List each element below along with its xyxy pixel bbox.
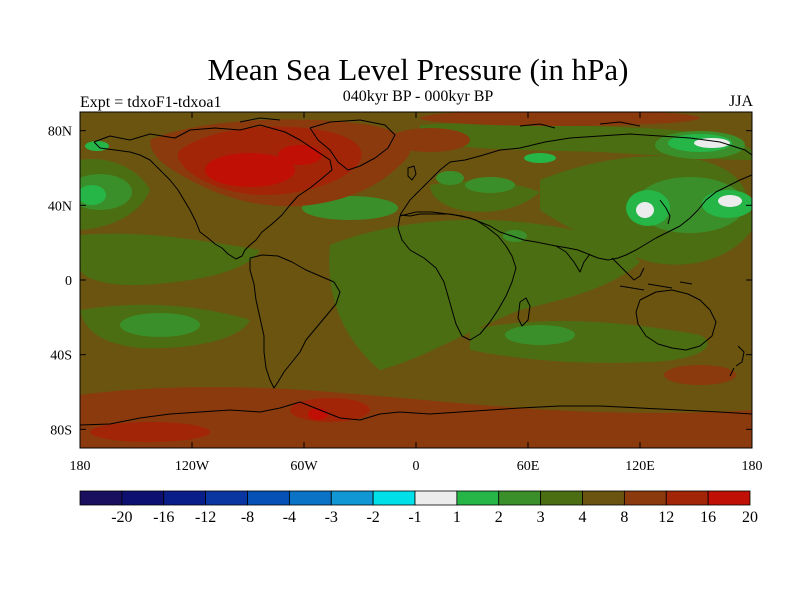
lat-tick-label: 80N bbox=[48, 125, 72, 140]
colorbar-swatch bbox=[665, 490, 709, 506]
colorbar-swatch bbox=[498, 490, 542, 506]
arctic-islands-coast bbox=[239, 117, 641, 129]
colorbar-swatch bbox=[121, 490, 165, 506]
antarctica-coast bbox=[80, 401, 752, 426]
colorbar-swatch bbox=[540, 490, 583, 506]
colorbar-swatch bbox=[288, 490, 332, 506]
colorbar-label: 16 bbox=[700, 509, 716, 526]
colorbar-label: -20 bbox=[111, 509, 132, 526]
antarctic-west-12 bbox=[90, 422, 210, 442]
experiment-label: Expt = tdxoF1-tdxoa1 bbox=[80, 94, 222, 111]
colorbar-swatch bbox=[163, 490, 207, 506]
lat-tick-label: 0 bbox=[65, 274, 72, 289]
japan-coast bbox=[659, 199, 671, 225]
colorbar-label: 3 bbox=[537, 509, 545, 526]
colorbar-swatch bbox=[205, 490, 248, 506]
new-zealand-coast bbox=[729, 345, 745, 377]
north-america-high-16b bbox=[278, 145, 322, 165]
colorbar-label: -4 bbox=[283, 509, 296, 526]
axis-ticks: 80N 40N 0 40S 80S 180 120W 60W 0 60E 120E 180 bbox=[48, 112, 763, 474]
colorbar-swatch bbox=[372, 490, 416, 506]
north-america-high-16 bbox=[205, 153, 295, 187]
lon-tick-label: 120W bbox=[175, 459, 210, 474]
colorbar-swatch bbox=[582, 490, 625, 506]
colorbar-label: 1 bbox=[453, 509, 461, 526]
colorbar-label: -2 bbox=[366, 509, 379, 526]
antarctic-sector-12 bbox=[290, 398, 370, 422]
lon-tick-label: 0 bbox=[413, 459, 420, 474]
europe-3 bbox=[465, 177, 515, 193]
madagascar-coast bbox=[517, 297, 531, 327]
antarctic-sector-16 bbox=[308, 408, 328, 420]
colorbar-swatch bbox=[330, 490, 374, 506]
south-pacific-3 bbox=[120, 313, 200, 337]
northwest-pacific-core-1 bbox=[718, 195, 742, 207]
north-america-coast bbox=[93, 124, 333, 260]
colorbar-label: -16 bbox=[153, 509, 174, 526]
colorbar-label: -3 bbox=[325, 509, 338, 526]
colorbar-label: 20 bbox=[742, 509, 758, 526]
coastlines bbox=[80, 117, 752, 426]
contour-level-1 bbox=[88, 138, 742, 432]
scandinavia-3 bbox=[436, 171, 464, 185]
colorbar-label: 2 bbox=[495, 509, 503, 526]
colorbar-label: 12 bbox=[658, 509, 674, 526]
europe-band-4 bbox=[430, 180, 540, 212]
colorbar-label: -8 bbox=[241, 509, 254, 526]
colorbar-swatch bbox=[707, 490, 751, 506]
north-europe-8 bbox=[390, 128, 470, 152]
south-pacific-low-8 bbox=[664, 365, 736, 385]
arctic-alaska-2 bbox=[85, 141, 109, 151]
colorbar-swatch bbox=[79, 490, 123, 506]
south-america-coast bbox=[249, 254, 341, 389]
indonesia-coast bbox=[619, 281, 693, 291]
australia-coast bbox=[635, 289, 717, 351]
north-pacific-2 bbox=[80, 185, 106, 205]
colorbar-label: 8 bbox=[620, 509, 628, 526]
lon-tick-label: 180 bbox=[70, 459, 91, 474]
arctic-cap-8 bbox=[420, 112, 700, 126]
lon-tick-label: 180 bbox=[742, 459, 763, 474]
lat-tick-label: 40N bbox=[48, 199, 72, 214]
southeast-asia-coast bbox=[611, 257, 645, 281]
colorbar-swatch bbox=[623, 490, 667, 506]
lat-tick-label: 40S bbox=[50, 349, 72, 364]
chart-subtitle: 040kyr BP - 000kyr BP bbox=[342, 88, 494, 105]
southern-ocean-8 bbox=[80, 387, 752, 448]
colorbar: -20 -16 -12 -8 -4 -3 -2 -1 1 2 3 4 8 12 16 20 bbox=[79, 490, 758, 526]
lat-tick-label: 80S bbox=[50, 423, 72, 438]
lon-tick-label: 120E bbox=[625, 459, 655, 474]
east-asia-core-1 bbox=[636, 202, 654, 218]
lon-tick-label: 60W bbox=[290, 459, 318, 474]
south-indian-3 bbox=[505, 325, 575, 345]
colorbar-label: -12 bbox=[195, 509, 216, 526]
colorbar-label: 4 bbox=[579, 509, 587, 526]
lon-tick-label: 60E bbox=[517, 459, 540, 474]
greenland-coast bbox=[309, 119, 396, 171]
tropical-pacific-4 bbox=[80, 233, 260, 286]
season-label: JJA bbox=[728, 93, 753, 110]
arctic-europe-2 bbox=[524, 153, 556, 163]
contour-level-16 bbox=[205, 145, 328, 420]
pressure-anomaly-field bbox=[80, 112, 752, 448]
colorbar-swatch bbox=[414, 490, 458, 506]
atlantic-band-4 bbox=[329, 219, 640, 370]
india-coast bbox=[555, 245, 591, 273]
colorbar-label: -1 bbox=[408, 509, 421, 526]
chart-title: Mean Sea Level Pressure (in hPa) bbox=[207, 52, 629, 87]
africa-coast bbox=[397, 211, 517, 341]
colorbar-swatch bbox=[456, 490, 500, 506]
arctic-siberia-core-1 bbox=[694, 138, 730, 148]
uk-coast bbox=[407, 165, 417, 181]
colorbar-swatch bbox=[247, 490, 290, 506]
